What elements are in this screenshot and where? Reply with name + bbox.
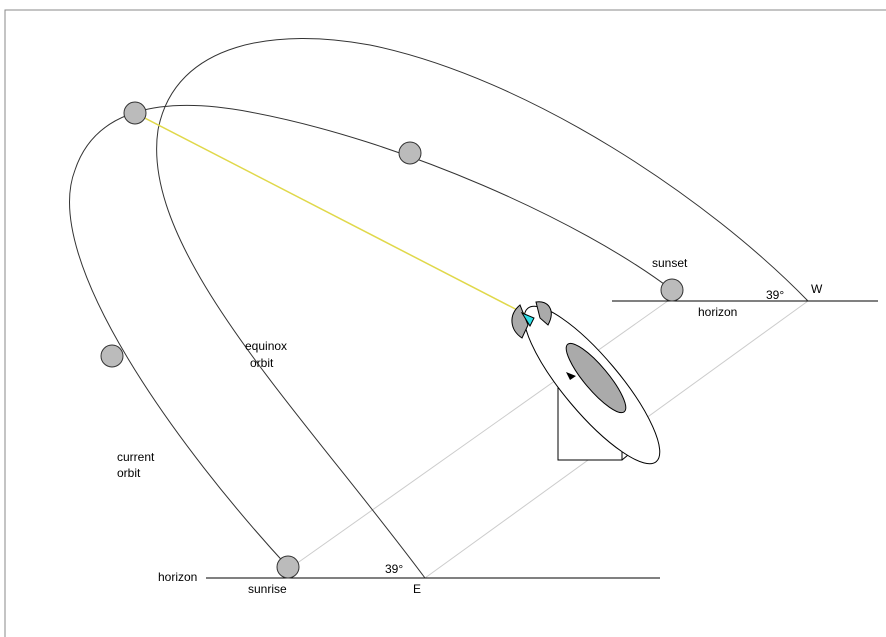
label: equinox	[245, 339, 287, 353]
label: 39°	[766, 288, 784, 302]
sun	[661, 279, 683, 301]
label: 39°	[385, 562, 403, 576]
sun	[277, 556, 299, 578]
background	[0, 0, 886, 637]
sun	[101, 345, 123, 367]
label: horizon	[158, 570, 197, 584]
label: horizon	[698, 305, 737, 319]
label: E	[413, 582, 421, 596]
label: sunrise	[248, 582, 287, 596]
diagram: sunset 39° W horizon equinox orbit curre…	[0, 0, 886, 637]
label: W	[811, 282, 823, 296]
label: orbit	[117, 466, 141, 480]
label: sunset	[652, 256, 688, 270]
sun	[399, 142, 421, 164]
label: orbit	[250, 356, 274, 370]
sun	[124, 102, 146, 124]
label: current	[117, 450, 155, 464]
